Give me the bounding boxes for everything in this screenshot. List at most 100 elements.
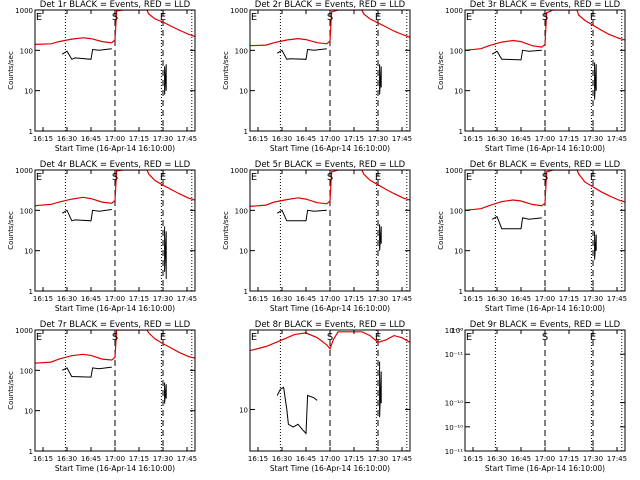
x-tick-label: 17:15 xyxy=(559,455,579,463)
x-tick-label: 17:45 xyxy=(392,455,412,463)
x-tick-label: 16:45 xyxy=(296,295,316,303)
x-tick-label: 16:45 xyxy=(511,455,531,463)
y-tick-label: 10 xyxy=(239,88,248,96)
events-series-line xyxy=(380,224,382,250)
x-tick-label: 17:00 xyxy=(320,455,340,463)
y-tick-label: 1000 xyxy=(445,7,463,15)
y-tick-label: 100 xyxy=(450,47,463,55)
y-tick-label: 10⁰ xyxy=(451,327,463,335)
events-series-line xyxy=(165,64,167,94)
y-tick-label: 10 xyxy=(239,248,248,256)
x-tick-label: 16:45 xyxy=(296,455,316,463)
x-tick-label: 16:30 xyxy=(487,135,507,143)
x-tick-label: 17:15 xyxy=(344,455,364,463)
chart-panel-5: Det 5r BLACK = Events, RED = LLD S E E 1 10 10… xyxy=(222,160,412,313)
marker-e-edge-label: E xyxy=(466,332,472,343)
events-series-line xyxy=(62,49,112,60)
x-tick-label: 16:15 xyxy=(33,455,53,463)
x-tick-label: 16:45 xyxy=(81,295,101,303)
x-tick-label: 16:45 xyxy=(296,135,316,143)
x-tick-label: 16:30 xyxy=(57,135,77,143)
chart-title: Det 6r BLACK = Events, RED = LLD xyxy=(470,160,621,170)
marker-e-edge-label: E xyxy=(466,12,472,23)
events-series-line xyxy=(492,50,542,60)
y-tick-label: 10⁻¹¹ xyxy=(445,351,463,359)
x-tick-label: 16:15 xyxy=(33,135,53,143)
chart-panel-8: Det 8r BLACK = Events, RED = LLD S E E 10 16:… xyxy=(239,320,412,473)
x-tick-label: 16:30 xyxy=(57,455,77,463)
x-tick-label: 17:00 xyxy=(535,455,555,463)
x-tick-label: 17:45 xyxy=(392,295,412,303)
marker-e-edge-label: E xyxy=(36,12,42,23)
x-tick-label: 17:30 xyxy=(368,135,388,143)
marker-e-edge-label: E xyxy=(251,12,257,23)
x-tick-label: 16:30 xyxy=(272,135,292,143)
y-tick-label: 100 xyxy=(235,207,248,215)
events-series-line xyxy=(380,362,382,418)
x-tick-label: 17:15 xyxy=(559,135,579,143)
x-axis-label: Start Time (16-Apr-14 16:10:00) xyxy=(270,464,390,473)
y-axis-label: Counts/sec xyxy=(7,51,15,90)
x-axis-label: Start Time (16-Apr-14 16:10:00) xyxy=(485,304,605,313)
x-axis-label: Start Time (16-Apr-14 16:10:00) xyxy=(55,304,175,313)
x-tick-label: 17:15 xyxy=(129,135,149,143)
x-tick-label: 16:45 xyxy=(81,455,101,463)
y-tick-label: 10 xyxy=(24,408,33,416)
events-series-line xyxy=(277,387,317,433)
x-tick-label: 16:15 xyxy=(248,295,268,303)
x-tick-label: 17:45 xyxy=(177,135,197,143)
x-tick-label: 17:00 xyxy=(535,295,555,303)
detector-figure: Det 1r BLACK = Events, RED = LLDS EE11010… xyxy=(0,0,640,480)
x-tick-label: 17:00 xyxy=(535,135,555,143)
x-tick-label: 17:45 xyxy=(177,295,197,303)
chart-panel-4: Det 4r BLACK = Events, RED = LLDS EE11010… xyxy=(7,160,197,313)
y-tick-label: 100 xyxy=(235,47,248,55)
y-tick-label: 100 xyxy=(20,47,33,55)
events-series-line xyxy=(277,210,327,221)
x-tick-label: 17:45 xyxy=(392,135,412,143)
y-axis-label: Counts/sec xyxy=(7,211,15,250)
y-tick-label: 10 xyxy=(24,88,33,96)
x-tick-label: 17:00 xyxy=(320,135,340,143)
chart-panel-7: Det 7r BLACK = Events, RED = LLDS EE11010… xyxy=(7,320,197,473)
x-tick-label: 17:15 xyxy=(129,295,149,303)
y-axis-label: Counts/sec xyxy=(7,371,15,410)
x-tick-label: 16:45 xyxy=(511,295,531,303)
y-axis-label: Counts/sec xyxy=(437,211,445,250)
marker-e-edge-label: E xyxy=(251,332,257,343)
chart-title: Det 9r BLACK = Events, RED = LLD xyxy=(470,320,621,330)
x-tick-label: 17:15 xyxy=(344,295,364,303)
chart-panel-3: Det 3r BLACK = Events, RED = LLD S E E 1 10 10… xyxy=(437,0,627,153)
x-tick-label: 17:30 xyxy=(153,455,173,463)
chart-title: Det 3r BLACK = Events, RED = LLD xyxy=(470,0,621,10)
x-tick-label: 16:30 xyxy=(272,295,292,303)
marker-e-edge-label: E xyxy=(36,172,42,183)
events-series-line xyxy=(595,231,597,259)
marker-e-edge-label: E xyxy=(36,332,42,343)
x-tick-label: 17:30 xyxy=(368,295,388,303)
events-series-line xyxy=(165,226,167,279)
y-tick-label: 1000 xyxy=(15,7,33,15)
y-tick-label: 10⁻¹⁰ xyxy=(445,424,463,432)
x-tick-label: 17:45 xyxy=(177,455,197,463)
x-tick-label: 16:15 xyxy=(463,295,483,303)
y-tick-label: 10 xyxy=(24,248,33,256)
x-tick-label: 16:45 xyxy=(81,135,101,143)
chart-title: Det 8r BLACK = Events, RED = LLD xyxy=(255,320,406,330)
x-tick-label: 17:15 xyxy=(129,455,149,463)
y-tick-label: 100 xyxy=(450,207,463,215)
marker-e-edge-label: E xyxy=(466,172,472,183)
x-tick-label: 16:15 xyxy=(463,135,483,143)
x-tick-label: 16:15 xyxy=(248,135,268,143)
events-series-line xyxy=(492,217,542,229)
chart-panel-6: Det 6r BLACK = Events, RED = LLD S E E 1 10 10… xyxy=(437,160,627,313)
y-tick-label: 1000 xyxy=(230,7,248,15)
events-series-line xyxy=(277,49,327,60)
x-tick-label: 17:00 xyxy=(105,455,125,463)
y-tick-label: 1000 xyxy=(230,167,248,175)
x-tick-label: 16:30 xyxy=(57,295,77,303)
y-axis-label: Counts/sec xyxy=(222,211,230,250)
chart-panel-1: Det 1r BLACK = Events, RED = LLDS EE11010… xyxy=(7,0,197,153)
y-tick-label: 10⁻¹⁰ xyxy=(445,400,463,408)
x-tick-label: 17:30 xyxy=(368,455,388,463)
